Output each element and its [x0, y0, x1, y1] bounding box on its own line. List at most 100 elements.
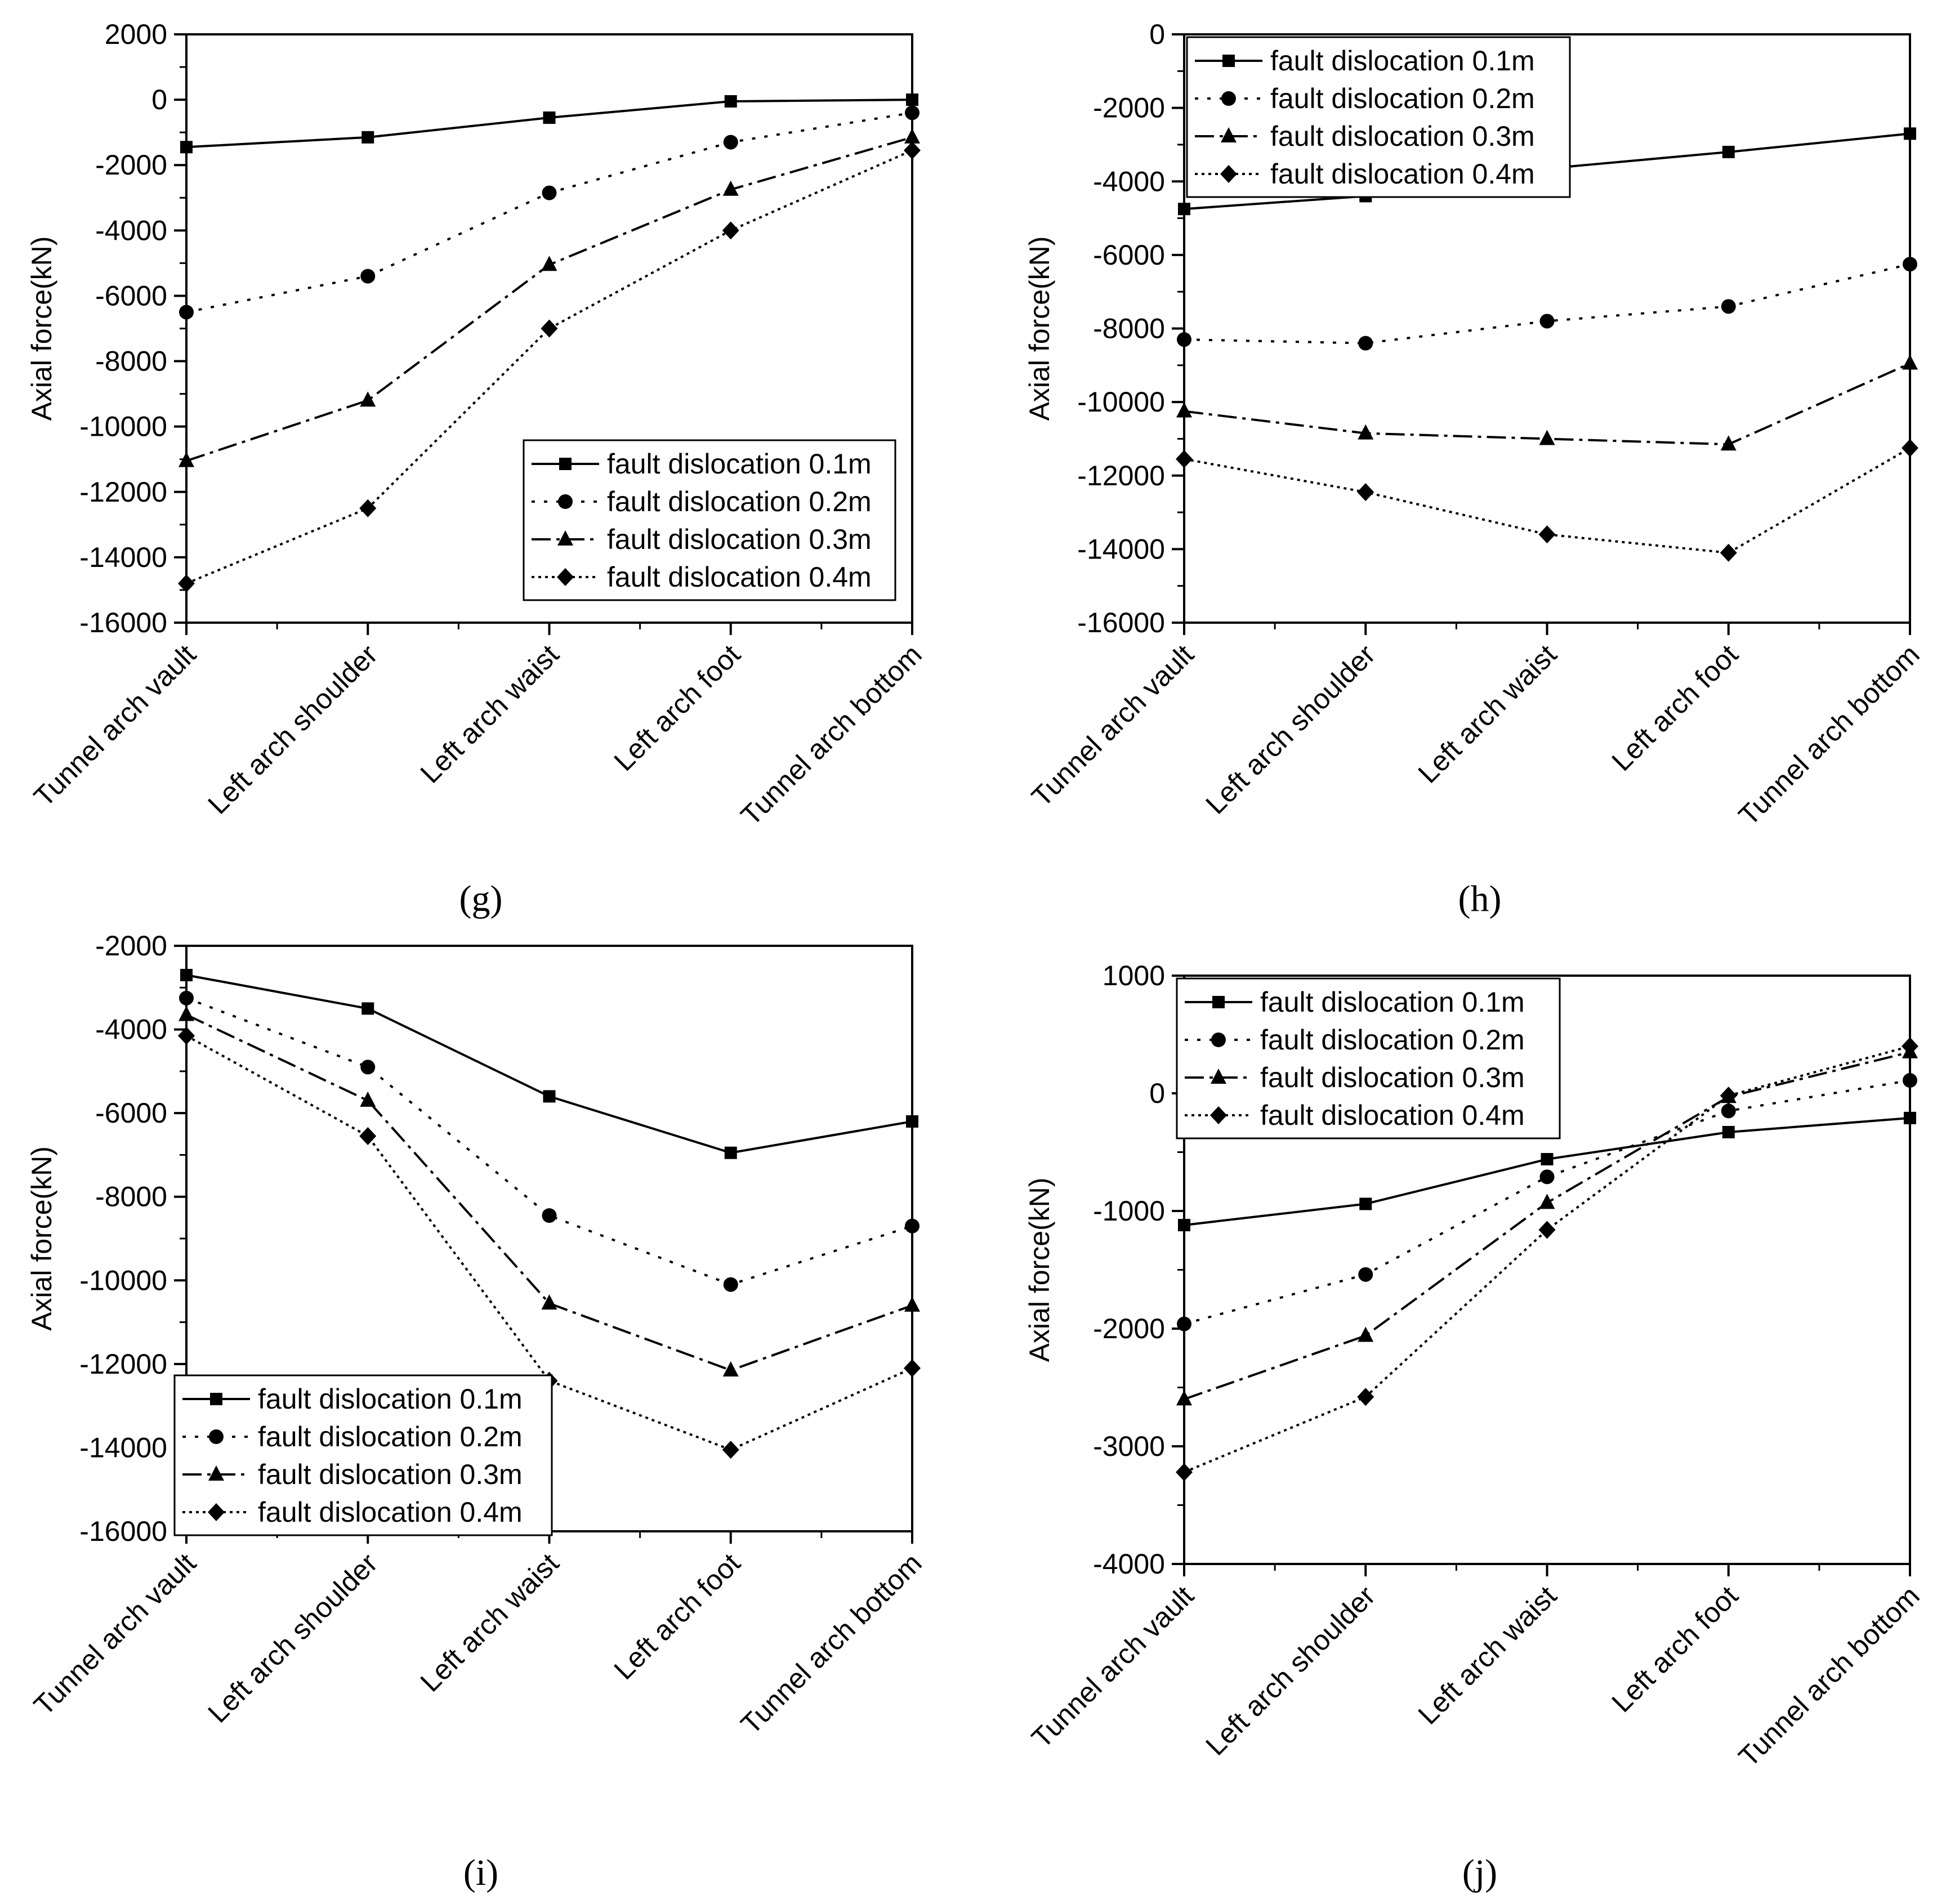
series-line [1184, 1079, 1911, 1325]
data-point [541, 1294, 557, 1310]
legend-entry: fault dislocation 0.1m [1270, 45, 1535, 77]
data-point [361, 1002, 374, 1015]
chart-g: 2000 0 -2000 -4000 -6000 -8000 -10000 -12000 -14… [26, 19, 928, 919]
data-point [180, 969, 193, 981]
data-point [542, 185, 557, 200]
data-point [1357, 483, 1374, 502]
data-point [1902, 354, 1918, 370]
data-point [542, 1208, 557, 1223]
data-point [1904, 127, 1916, 140]
y-tick-label: -14000 [79, 1432, 167, 1463]
x-tick-label: Tunnel arch vault [28, 638, 202, 813]
x-tick-label: Left arch shoulder [1199, 1580, 1381, 1762]
data-point [904, 1359, 921, 1378]
x-tick-label: Left arch foot [608, 1547, 747, 1686]
data-point [1359, 1197, 1372, 1210]
data-point [359, 1127, 377, 1145]
y-tick-label: -8000 [95, 1181, 167, 1213]
data-point [541, 256, 557, 271]
series-2 [1177, 257, 1917, 351]
y-tick-label: -4000 [95, 1014, 167, 1045]
legend-marker [1211, 1033, 1226, 1047]
series-line [186, 1013, 913, 1372]
data-point [543, 111, 556, 124]
series-2 [179, 105, 920, 320]
legend-entry: fault dislocation 0.2m [607, 486, 872, 517]
data-point [179, 990, 194, 1005]
y-tick-label: -16000 [79, 1516, 167, 1547]
data-point [1357, 1388, 1374, 1406]
data-point [1539, 314, 1555, 329]
data-point [1539, 430, 1555, 445]
x-tick-label: Tunnel arch vault [28, 1547, 202, 1722]
legend-entry: fault dislocation 0.3m [1260, 1062, 1525, 1093]
legend: fault dislocation 0.1m fault dislocation … [173, 1374, 553, 1536]
data-point [1176, 1463, 1193, 1481]
data-point [178, 574, 195, 593]
panel-label: (g) [459, 878, 503, 919]
data-point [722, 1361, 739, 1376]
data-point [1903, 257, 1917, 272]
y-tick-label: -16000 [1077, 607, 1165, 638]
legend-box [523, 439, 896, 601]
legend: fault dislocation 0.1m fault dislocation … [1186, 36, 1571, 198]
data-point [1538, 525, 1556, 544]
data-point [1538, 1221, 1556, 1239]
series-line [186, 1034, 913, 1451]
data-point [905, 105, 920, 120]
legend-entry: fault dislocation 0.4m [607, 561, 872, 593]
legend-entry: fault dislocation 0.3m [258, 1459, 523, 1490]
legend-entry: fault dislocation 0.1m [607, 448, 872, 480]
panel-label: (h) [1458, 878, 1502, 919]
series-line [186, 974, 913, 1154]
chart-h: 0 -2000 -4000 -6000 -8000 -10000 -12000 -14000 -… [1024, 19, 1926, 919]
legend-marker [209, 1429, 224, 1444]
series-line [1184, 447, 1911, 554]
data-point [1902, 1037, 1918, 1056]
data-point [1720, 543, 1737, 562]
x-tick-label: Tunnel arch bottom [1733, 1580, 1926, 1773]
series-3 [1176, 354, 1918, 451]
y-tick-label: -3000 [1093, 1431, 1165, 1462]
legend-marker [1222, 55, 1235, 67]
data-point [1902, 439, 1918, 457]
data-point [906, 1115, 918, 1128]
y-axis-label: Axial force(kN) [1024, 1178, 1055, 1362]
legend-entry: fault dislocation 0.2m [1270, 83, 1535, 114]
series-line [1184, 1045, 1911, 1473]
panel-label: (j) [1462, 1852, 1497, 1893]
data-point [723, 135, 738, 150]
y-tick-label: -4000 [1093, 1548, 1165, 1580]
legend-entry: fault dislocation 0.4m [258, 1496, 523, 1528]
y-tick-label: -10000 [79, 1264, 167, 1296]
y-axis-label: Axial force(kN) [26, 1146, 57, 1331]
y-tick-label: -8000 [1093, 313, 1165, 345]
series-line [1184, 263, 1911, 345]
legend-entry: fault dislocation 0.3m [607, 524, 872, 555]
data-point [178, 452, 194, 467]
data-point [722, 221, 739, 240]
legend-box [1176, 977, 1561, 1139]
panel-label: (i) [463, 1852, 498, 1893]
data-point [541, 319, 558, 338]
chart-i: -2000 -4000 -6000 -8000 -10000 -12000 -14000 -1… [26, 930, 928, 1893]
x-tick-label: Left arch waist [414, 1547, 565, 1698]
legend-marker [557, 568, 574, 586]
y-tick-label: 0 [151, 84, 167, 115]
legend-marker [558, 494, 573, 509]
data-point [723, 1277, 738, 1292]
data-point [360, 269, 376, 284]
y-tick-label: -12000 [1077, 460, 1165, 491]
data-point [361, 131, 374, 144]
data-point [178, 1026, 195, 1045]
data-point [1721, 1103, 1736, 1119]
data-point [1177, 1316, 1191, 1331]
y-tick-label: 1000 [1103, 960, 1165, 991]
y-tick-label: -4000 [95, 214, 167, 246]
series-line [186, 111, 913, 314]
x-tick-label: Left arch waist [1412, 638, 1563, 789]
data-point [906, 93, 918, 106]
y-tick-label: -10000 [79, 411, 167, 443]
x-tick-label: Left arch foot [1606, 1580, 1744, 1718]
legend-marker [557, 530, 573, 546]
